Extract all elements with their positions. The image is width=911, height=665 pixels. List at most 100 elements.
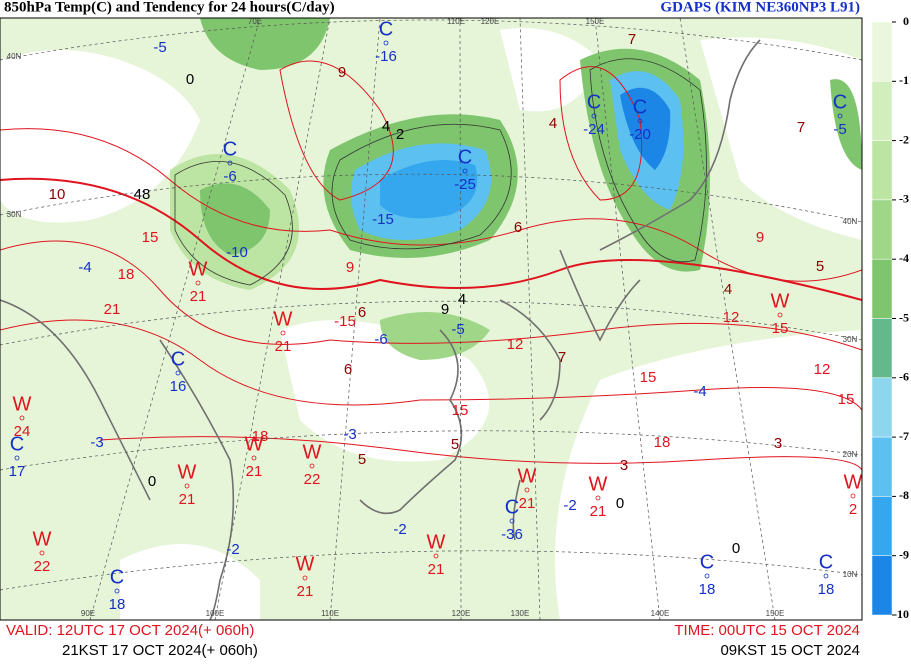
colorbar-label: -9	[899, 547, 909, 561]
center-symbol: W	[296, 553, 315, 575]
center-symbol: W	[844, 471, 863, 493]
contour-label: 4	[458, 291, 466, 308]
tendency-zero-area	[700, 37, 862, 240]
contour-label: 4	[382, 118, 390, 135]
time-utc: TIME: 00UTC 15 OCT 2024	[674, 622, 860, 639]
center-value: 21	[179, 491, 196, 508]
contour-label: 15	[838, 391, 855, 408]
grid-label: 120E	[481, 17, 500, 26]
contour-label: 15	[142, 229, 159, 246]
center-symbol: W	[33, 528, 52, 550]
center-symbol: C	[700, 551, 714, 573]
graticule	[0, 18, 862, 620]
center-symbol: W	[274, 308, 293, 330]
center-dot	[309, 463, 315, 469]
isotherm	[0, 177, 862, 301]
contour-label: -3	[90, 434, 103, 451]
colorbar-band	[871, 377, 893, 438]
center-value: -24	[583, 121, 605, 138]
isotherm	[0, 240, 862, 351]
colorbar-label: -3	[899, 192, 909, 206]
center-value: 22	[34, 558, 51, 575]
center-dot	[175, 370, 181, 376]
contour-label: -4	[78, 259, 91, 276]
colorbar-band	[871, 555, 893, 616]
contour-label: -5	[153, 39, 166, 56]
contour-label: 6	[344, 361, 352, 378]
coastlines	[0, 39, 761, 620]
tendency-area	[380, 160, 478, 219]
center-dot	[302, 575, 308, 581]
center-symbol: W	[245, 433, 264, 455]
colorbar-band	[871, 496, 893, 556]
coastline	[512, 479, 521, 541]
contour-label: 15	[452, 402, 469, 419]
center-dot	[39, 550, 45, 556]
center-value: 21	[190, 288, 207, 305]
center-symbol: C	[10, 433, 24, 455]
colorbar-band	[871, 258, 893, 319]
contour-label: 9	[346, 259, 354, 276]
center-value: -6	[223, 168, 236, 185]
center-symbol: C	[458, 146, 472, 168]
center-dot	[14, 455, 20, 461]
valid-utc: VALID: 12UTC 17 OCT 2024(+ 060h)	[6, 622, 254, 639]
contour-label: -6	[374, 331, 387, 348]
valid-kst: 21KST 17 OCT 2024(+ 060h)	[62, 642, 258, 659]
contour-label: 5	[816, 258, 824, 275]
contour-label: 12	[814, 361, 831, 378]
grid-label: 110E	[447, 17, 465, 26]
center-dot	[777, 312, 783, 318]
colorbar-band	[871, 81, 893, 141]
isotherm	[0, 128, 862, 282]
center-value: -36	[501, 526, 523, 543]
colorbar-band	[871, 21, 893, 82]
center-symbol: C	[223, 138, 237, 160]
latitude-line	[0, 19, 862, 61]
center-value: 18	[699, 581, 716, 598]
center-dot	[837, 113, 843, 119]
longitude-line	[89, 18, 261, 620]
center-dot	[595, 495, 601, 501]
grid-label: 70E	[248, 17, 262, 26]
center-dot	[280, 330, 286, 336]
contour-label: 10	[49, 186, 66, 203]
isotherm	[99, 436, 862, 471]
center-symbol: W	[189, 258, 208, 280]
temperature-contours	[0, 60, 862, 471]
center-symbol: W	[771, 290, 790, 312]
center-value: -25	[454, 176, 476, 193]
center-dot	[114, 588, 120, 594]
contour-label: -4	[693, 383, 706, 400]
colorbar-label: -6	[899, 370, 909, 384]
grid-label: 30N	[843, 335, 858, 344]
center-value: 2	[849, 501, 857, 518]
contour-label: -2	[563, 497, 576, 514]
contour-label: -5	[451, 321, 464, 338]
center-dot	[227, 160, 233, 166]
tendency-area	[380, 312, 490, 360]
center-dot	[524, 487, 530, 493]
contour-label: 0	[186, 71, 194, 88]
center-dot	[462, 168, 468, 174]
contour-label: -15	[372, 211, 394, 228]
center-value: -16	[375, 48, 397, 65]
center-symbol: C	[819, 551, 833, 573]
contour-label: 12	[507, 336, 524, 353]
contour-label: 7	[797, 119, 805, 136]
center-dot	[383, 40, 389, 46]
grid-label: 110E	[321, 609, 339, 618]
contour-label: 3	[620, 457, 628, 474]
grid-label: 140E	[651, 609, 670, 618]
colorbar: 0 -1 -2 -3 -4 -5 -6 -7 -8 -9 -10	[871, 14, 909, 621]
center-symbol: W	[427, 531, 446, 553]
center-dot	[509, 518, 515, 524]
colorbar-label: -10	[893, 607, 909, 621]
colorbar-label: 0	[903, 14, 909, 28]
colorbar-label: -5	[899, 310, 909, 324]
grid-label: 130E	[511, 609, 530, 618]
contour-label: 18	[118, 266, 135, 283]
center-value: 15	[772, 320, 789, 337]
contour-label: 15	[640, 369, 657, 386]
latitude-line	[0, 173, 862, 223]
